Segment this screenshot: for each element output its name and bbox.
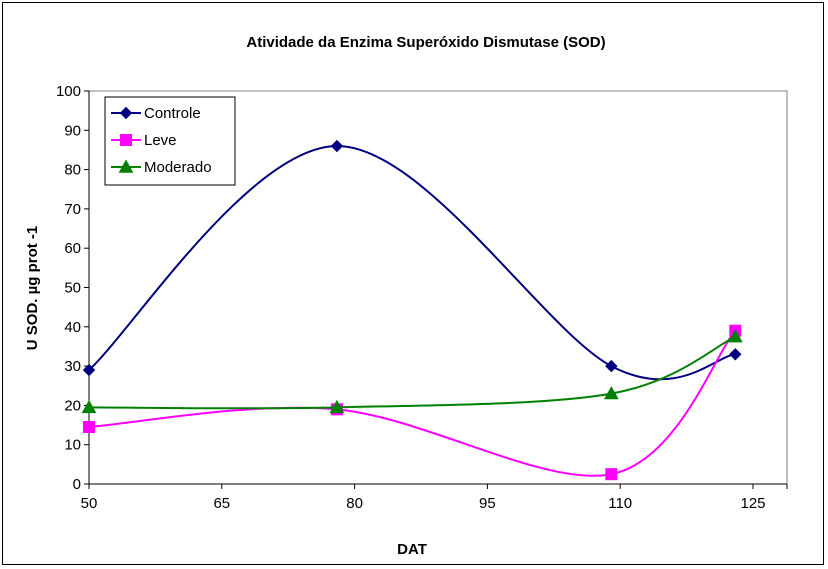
y-tick-label: 0 <box>73 476 81 493</box>
data-point-controle <box>82 363 96 377</box>
y-tick-label: 30 <box>64 358 81 375</box>
legend-label-leve: Leve <box>144 132 177 149</box>
x-tick-label: 65 <box>213 495 230 512</box>
y-tick-label: 100 <box>56 83 81 100</box>
series-line-leve <box>88 330 737 477</box>
series-layer <box>81 139 743 481</box>
legend: Controle Leve Moderado <box>104 96 236 186</box>
y-tick-label: 20 <box>64 397 81 414</box>
y-tick-label: 40 <box>64 319 81 336</box>
legend-label-controle: Controle <box>144 105 201 122</box>
data-point-controle <box>605 359 618 373</box>
data-point-moderado <box>727 329 743 343</box>
data-point-controle <box>729 348 742 361</box>
series-line-controle <box>88 145 736 381</box>
legend-item-moderado: Moderado <box>111 159 212 176</box>
series-controle <box>82 139 742 381</box>
x-tick-label: 125 <box>740 495 765 512</box>
legend-item-controle: Controle <box>111 105 201 122</box>
axes: 0 10 20 30 40 50 60 70 80 90 100 50 65 80 95 110 125 <box>56 83 788 512</box>
y-tick-label: 90 <box>64 122 81 139</box>
legend-marker-moderado <box>118 159 134 173</box>
x-tick-label: 50 <box>81 495 98 512</box>
x-tick-label: 95 <box>479 495 496 512</box>
y-tick-label: 10 <box>64 437 81 454</box>
legend-item-leve: Leve <box>111 132 177 149</box>
chart-title: Atividade da Enzima Superóxido Dismutase… <box>246 34 605 51</box>
data-point-moderado <box>81 399 97 414</box>
x-tick-label: 110 <box>608 495 632 512</box>
y-tick-label: 70 <box>64 201 81 218</box>
y-axis-label: U SOD. µg prot -1 <box>24 226 41 350</box>
y-tick-label: 60 <box>64 240 81 257</box>
legend-label-moderado: Moderado <box>144 159 212 176</box>
x-tick-label: 80 <box>346 495 363 512</box>
data-point-leve <box>605 468 618 481</box>
data-point-moderado <box>329 399 345 414</box>
series-line-moderado <box>88 335 736 410</box>
y-tick-label: 50 <box>64 280 81 297</box>
data-point-leve <box>83 421 95 434</box>
data-point-controle <box>330 139 344 153</box>
series-moderado <box>81 329 743 414</box>
legend-marker-leve <box>120 134 132 146</box>
y-tick-label: 80 <box>64 162 81 179</box>
legend-marker-controle <box>119 106 133 120</box>
data-point-moderado <box>603 386 619 400</box>
x-axis-label: DAT <box>397 541 427 558</box>
chart-area: Atividade da Enzima Superóxido Dismutase… <box>24 34 788 558</box>
